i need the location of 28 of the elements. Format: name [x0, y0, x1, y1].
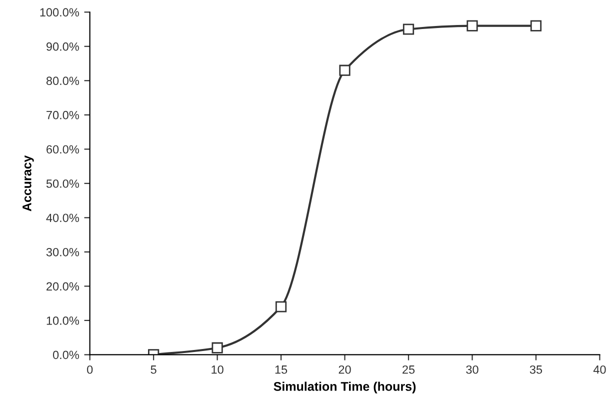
x-tick-label: 30	[466, 365, 478, 374]
point	[275, 301, 287, 312]
point	[212, 342, 223, 354]
y-tick-label: 50.0%	[46, 179, 79, 188]
x-tick-label: 35	[530, 365, 542, 374]
x-tick-label: 20	[338, 365, 351, 374]
point	[530, 20, 542, 32]
y-tick-label: 90.0%	[46, 42, 79, 51]
y-tick-label: 40.0%	[46, 214, 79, 222]
x-axis-title: Simulation Time (hours)	[274, 382, 416, 394]
point	[466, 20, 478, 32]
y-tick-label: 70.0%	[46, 110, 79, 120]
x-tick-label: 15	[275, 366, 288, 374]
point	[339, 64, 350, 76]
x-tick-label: 10	[212, 365, 224, 374]
x-tick-label: 25	[402, 365, 415, 374]
x-tick-label: 5	[150, 366, 156, 374]
y-tick-label: 20.0%	[46, 282, 79, 291]
y-tick-label: 100.0%	[40, 8, 79, 17]
y-tick-label: 60.0%	[46, 145, 79, 154]
y-tick-label: 30.0%	[46, 248, 79, 256]
point	[402, 24, 414, 35]
x-tick-label: 0	[87, 365, 93, 374]
y-axis-title: Accuracy	[22, 155, 34, 212]
y-tick-label: 80.0%	[46, 76, 79, 86]
y-tick-label: 0.0%	[52, 350, 79, 360]
x-tick-label: 40	[593, 365, 606, 374]
y-tick-label: 10.0%	[46, 316, 79, 325]
